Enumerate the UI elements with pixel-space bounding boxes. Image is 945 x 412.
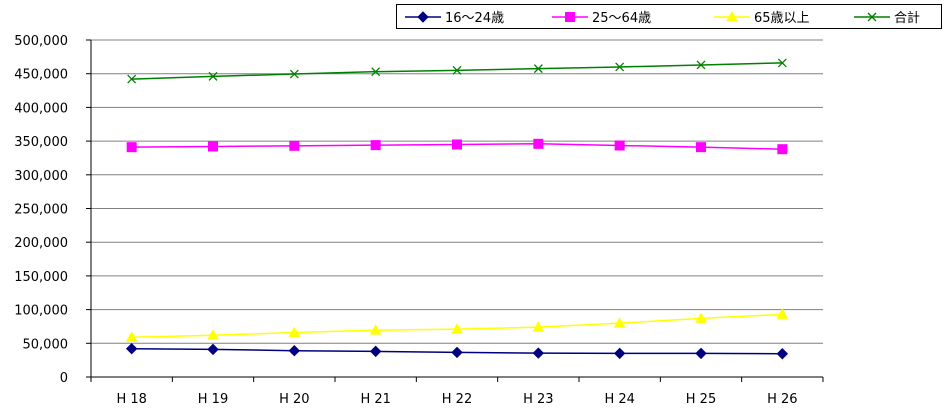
data-point (532, 347, 545, 359)
y-tick-labels: 0 50,000 100,000 150,000 200,000 250,000 300,0… (14, 34, 68, 386)
y-tick-label: 0 (60, 371, 68, 386)
data-point (370, 140, 381, 151)
data-point (452, 65, 462, 75)
y-tick-label: 500,000 (14, 34, 68, 49)
axes (86, 39, 824, 382)
data-point (451, 346, 463, 359)
series-1 (126, 138, 788, 155)
data-point (126, 142, 137, 153)
series-layer (125, 58, 789, 360)
legend-marker (565, 12, 575, 22)
data-point (613, 317, 626, 328)
y-tick-label: 200,000 (14, 236, 68, 251)
legend-label: 65歳以上 (754, 11, 810, 26)
y-tick-label: 350,000 (14, 135, 68, 150)
data-point (127, 74, 137, 84)
data-point (369, 345, 382, 358)
data-point (288, 345, 301, 357)
legend-item: 16〜24歳 (405, 11, 504, 26)
x-tick-label: H 25 (686, 392, 716, 407)
data-point (613, 347, 626, 360)
data-point (696, 142, 706, 153)
legend-label: 合計 (894, 10, 920, 26)
x-tick-label: H 26 (767, 392, 797, 407)
legend-box (396, 4, 942, 29)
data-point (125, 342, 138, 355)
data-point (695, 347, 707, 360)
data-point (615, 62, 625, 72)
data-point (288, 326, 301, 338)
x-tick-label: H 24 (604, 392, 634, 407)
data-point (695, 312, 707, 323)
legend: 16〜24歳 25〜64歳 65歳以上 合計 (396, 4, 942, 29)
data-point (369, 324, 382, 335)
legend-marker (867, 12, 877, 22)
y-tick-label: 450,000 (14, 68, 68, 83)
data-point (776, 348, 789, 360)
y-tick-label: 250,000 (14, 203, 68, 218)
y-tick-label: 150,000 (14, 270, 68, 285)
y-tick-label: 400,000 (14, 101, 68, 116)
legend-label: 16〜24歳 (445, 11, 504, 26)
x-tick-label: H 18 (116, 392, 146, 407)
legend-marker (417, 11, 429, 23)
data-point (532, 321, 545, 332)
gridlines (91, 39, 823, 344)
data-point (533, 138, 544, 149)
y-tick-label: 300,000 (14, 169, 68, 184)
data-point (614, 140, 625, 151)
data-point (776, 308, 789, 319)
legend-item: 25〜64歳 (552, 11, 651, 26)
series-0 (125, 342, 789, 360)
series-3 (127, 58, 787, 84)
x-tick-label: H 23 (523, 392, 553, 407)
data-point (208, 141, 218, 152)
x-tick-label: H 21 (360, 392, 390, 407)
data-point (125, 331, 138, 342)
legend-item: 合計 (854, 10, 920, 26)
data-point (533, 64, 543, 74)
data-point (207, 343, 219, 356)
data-point (777, 144, 788, 155)
data-point (289, 69, 299, 79)
data-point (371, 67, 381, 77)
x-tick-label: H 22 (442, 392, 472, 407)
x-tick-label: H 20 (279, 392, 309, 407)
data-point (289, 140, 300, 151)
legend-label: 25〜64歳 (592, 11, 651, 26)
data-point (777, 58, 787, 68)
legend-marker (726, 10, 738, 22)
data-point (696, 60, 706, 70)
data-point (452, 139, 462, 150)
data-point (207, 329, 219, 340)
data-point (451, 323, 463, 334)
x-tick-label: H 19 (198, 392, 228, 407)
y-tick-label: 100,000 (14, 304, 68, 319)
series-2 (125, 308, 789, 342)
legend-item: 65歳以上 (714, 10, 810, 26)
x-tick-labels: H 18 H 19 H 20 H 21 H 22 H 23 H 24 H 25 H 26 (116, 392, 797, 407)
y-tick-label: 50,000 (23, 337, 69, 352)
data-point (208, 71, 218, 81)
